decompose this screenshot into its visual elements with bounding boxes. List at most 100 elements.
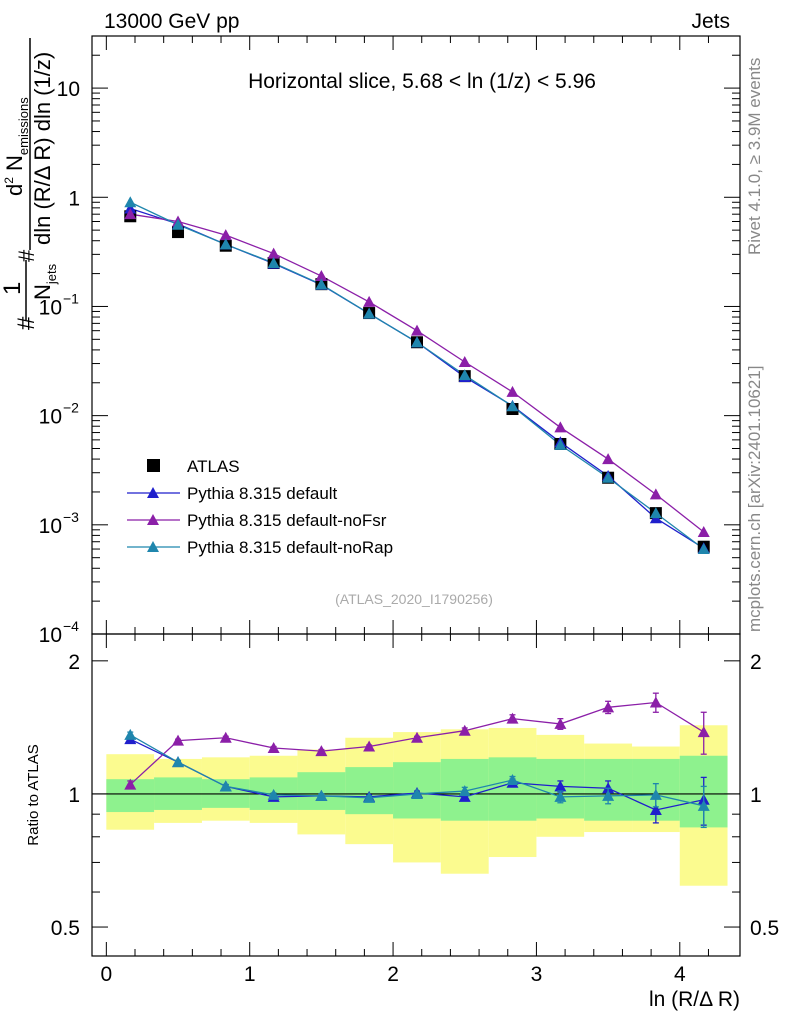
legend-label-nofsr: Pythia 8.315 default-noFsr [187, 511, 387, 530]
main-point-mc [267, 247, 280, 259]
ratio-band-inner [345, 767, 394, 815]
ratio-y-tick-label-right: 0.5 [750, 917, 779, 940]
ratio-y-axis-label: Ratio to ATLAS [25, 744, 42, 845]
legend-label-default: Pythia 8.315 default [187, 484, 338, 503]
ratio-point [124, 778, 137, 790]
main-point-mc [267, 257, 280, 269]
main-point-mc [124, 208, 137, 220]
header-jets-label: Jets [691, 10, 730, 33]
x-tick-label: 3 [531, 963, 543, 986]
mcplots-source-label: mcplots.cern.ch [arXiv:2401.10621] [745, 366, 764, 632]
y-label-dN: d2 Nemissions [2, 97, 31, 196]
ratio-uncertainty-bands [92, 725, 740, 886]
main-y-tick-label: 10 [57, 78, 80, 101]
ratio-point [411, 731, 424, 743]
ratio-point [458, 785, 471, 797]
legend-marker-default [147, 487, 159, 498]
main-point-mc [458, 369, 471, 381]
x-tick-label: 2 [387, 963, 399, 986]
header-energy-label: 13000 GeV pp [104, 10, 239, 33]
ratio-point [554, 790, 567, 802]
ratio-point [267, 788, 280, 800]
ratio-plot-frame [91, 633, 741, 957]
ratio-band-inner [488, 757, 537, 821]
main-y-tick-exponent: −2 [63, 400, 79, 416]
ratio-point [554, 780, 567, 792]
main-point-mc [315, 270, 328, 282]
ratio-point [172, 756, 185, 768]
main-point-mc [363, 307, 376, 319]
y-label-denominator: dln (R/Δ R) dln (1/z) [30, 52, 55, 245]
main-point-mc [697, 543, 710, 555]
main-point-mc [458, 355, 471, 367]
ratio-point [649, 803, 662, 815]
main-point-mc [506, 385, 519, 397]
ratio-point [458, 790, 471, 802]
ratio-point [697, 799, 710, 811]
ratio-y-tick-label-right: 2 [750, 651, 762, 674]
main-point-mc [219, 238, 232, 250]
ratio-point [172, 734, 185, 746]
ratio-point [363, 740, 376, 752]
main-series-group [124, 196, 710, 555]
ratio-point [554, 717, 567, 729]
ratio-point [363, 791, 376, 803]
legend-marker-norap [147, 541, 159, 552]
ratio-point [649, 788, 662, 800]
rivet-version-label: Rivet 4.1.0, ≥ 3.9M events [745, 58, 764, 255]
y-label-njets: Njets [30, 263, 59, 300]
ratio-point [458, 724, 471, 736]
ratio-plot-panel: 0 1 2 3 4 0.5 0.5 1 1 2 2 Ratio to ATLAS ln (R/Δ R… [25, 633, 779, 1011]
main-y-tick-label: 1 [68, 187, 80, 210]
main-y-tick-label: 10 [39, 515, 62, 538]
main-y-tick-label: 10 [39, 406, 62, 429]
ratio-series-group [124, 692, 710, 829]
main-y-tick-exponent: −1 [63, 290, 79, 306]
x-tick-label: 4 [674, 963, 686, 986]
main-point-mc [315, 278, 328, 290]
main-point-mc [649, 488, 662, 500]
legend-label-atlas: ATLAS [187, 457, 240, 476]
main-point-mc [411, 336, 424, 348]
ratio-point [219, 731, 232, 743]
main-y-tick-label: 10 [39, 624, 62, 647]
y-label-hash: # [13, 316, 40, 330]
ratio-point [697, 726, 710, 738]
legend: ATLAS Pythia 8.315 default Pythia 8.315 … [127, 457, 393, 557]
ratio-point [411, 787, 424, 799]
main-point-mc [554, 438, 567, 450]
main-point-mc [411, 324, 424, 336]
y-label-one: 1 [0, 282, 26, 295]
ratio-point [506, 774, 519, 786]
main-point-mc [697, 525, 710, 537]
ratio-point [602, 789, 615, 801]
ratio-point [219, 780, 232, 792]
x-tick-label: 0 [100, 963, 112, 986]
main-point-mc [554, 421, 567, 433]
ratio-point [267, 742, 280, 754]
ratio-point [649, 696, 662, 708]
legend-marker-atlas [147, 459, 160, 472]
ratio-axis-ticks: 0 1 2 3 4 0.5 0.5 1 1 2 2 [51, 634, 779, 986]
main-y-tick-label: 10 [39, 296, 62, 319]
main-point-mc [219, 229, 232, 241]
main-y-tick-exponent: −4 [63, 618, 79, 634]
ratio-y-tick-label-right: 1 [750, 784, 762, 807]
main-point-mc [124, 202, 137, 214]
x-axis-label: ln (R/Δ R) [649, 988, 740, 1011]
main-point-mc [602, 471, 615, 483]
main-point-mc [506, 400, 519, 412]
ratio-point [506, 712, 519, 724]
main-point-mc [363, 295, 376, 307]
main-y-tick-exponent: −3 [63, 509, 79, 525]
main-point-mc [172, 218, 185, 230]
ratio-point [315, 745, 328, 757]
x-tick-label: 1 [244, 963, 256, 986]
ratio-y-tick-label-left: 0.5 [51, 917, 80, 940]
ratio-point [602, 701, 615, 713]
main-plot-title: Horizontal slice, 5.68 < ln (1/z) < 5.96 [248, 70, 596, 93]
main-y-axis-label: # 1 Njets d2 Nemissions # dln (R/Δ R) dl… [0, 38, 59, 330]
